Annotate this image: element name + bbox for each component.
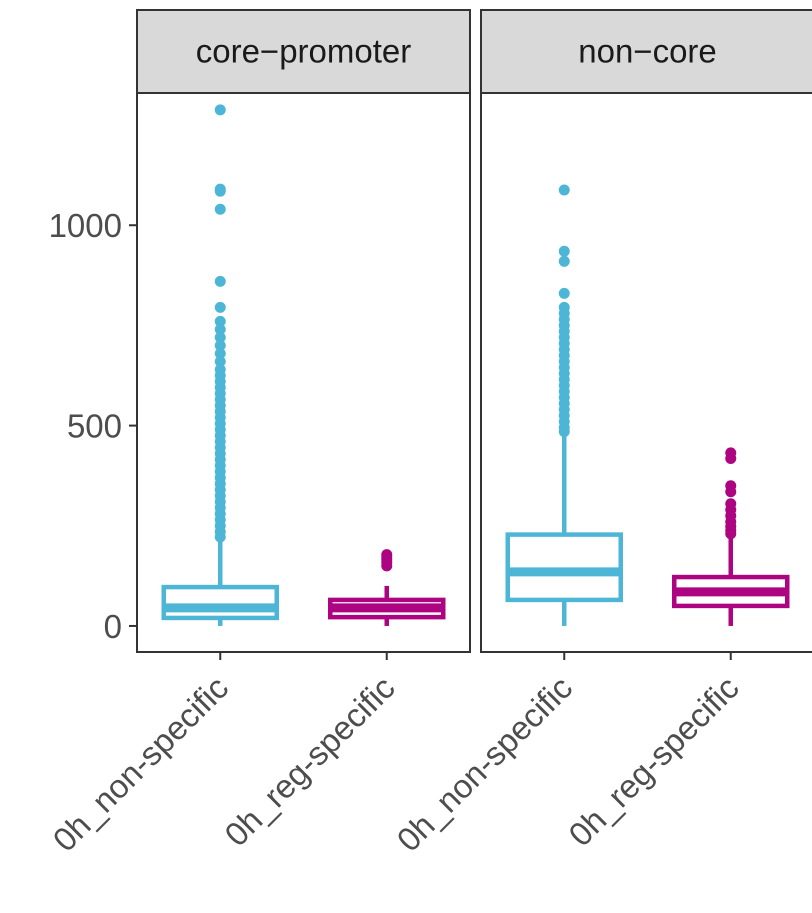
outlier-point	[214, 275, 226, 287]
y-axis: 0 500 1000	[49, 207, 137, 645]
outlier-point	[214, 339, 226, 351]
x-tick-label: 0h_reg-specific	[561, 669, 745, 853]
panel-border	[136, 92, 471, 653]
box-iqr	[505, 532, 623, 603]
outlier-point	[558, 245, 570, 257]
box-0h_reg-specific	[672, 447, 790, 626]
outlier-point	[214, 355, 226, 367]
y-tick-label: 500	[67, 408, 122, 445]
x-tick-label: 0h_reg-specific	[217, 669, 401, 853]
outlier-point	[558, 184, 570, 196]
outlier-point	[214, 323, 226, 335]
panels-layer: core−promoter non−core	[136, 9, 812, 653]
x-tick-label: 0h_non-specific	[46, 669, 236, 859]
outlier-point	[214, 301, 226, 313]
x-axis: 0h_non-specific0h_reg-specific0h_non-spe…	[46, 652, 746, 858]
facet-strip-label: core−promoter	[196, 33, 412, 70]
box-0h_reg-specific	[328, 549, 446, 626]
facet-strip-label: non−core	[578, 33, 717, 70]
outlier-point	[214, 104, 226, 116]
outlier-point	[214, 347, 226, 359]
outlier-point	[725, 528, 737, 540]
outlier-point	[558, 255, 570, 267]
outlier-point	[558, 426, 570, 438]
facet-panel: non−core	[480, 9, 812, 653]
box-0h_non-specific	[505, 184, 623, 626]
panel-border	[480, 92, 812, 653]
outlier-point	[214, 531, 226, 543]
facet-panel: core−promoter	[136, 9, 471, 653]
outlier-point	[558, 287, 570, 299]
x-tick-label: 0h_non-specific	[390, 669, 580, 859]
outlier-point	[214, 331, 226, 343]
outlier-point	[214, 315, 226, 327]
outlier-point	[214, 185, 226, 197]
box-iqr	[161, 584, 279, 621]
outlier-point	[214, 203, 226, 215]
outlier-point	[725, 452, 737, 464]
facet-strip	[480, 9, 812, 94]
outlier-point	[381, 560, 393, 572]
box-0h_non-specific	[161, 104, 279, 626]
outlier-point	[725, 486, 737, 498]
y-tick-label: 0	[104, 608, 122, 645]
y-tick-label: 1000	[49, 207, 122, 244]
facet-strip	[136, 9, 471, 94]
